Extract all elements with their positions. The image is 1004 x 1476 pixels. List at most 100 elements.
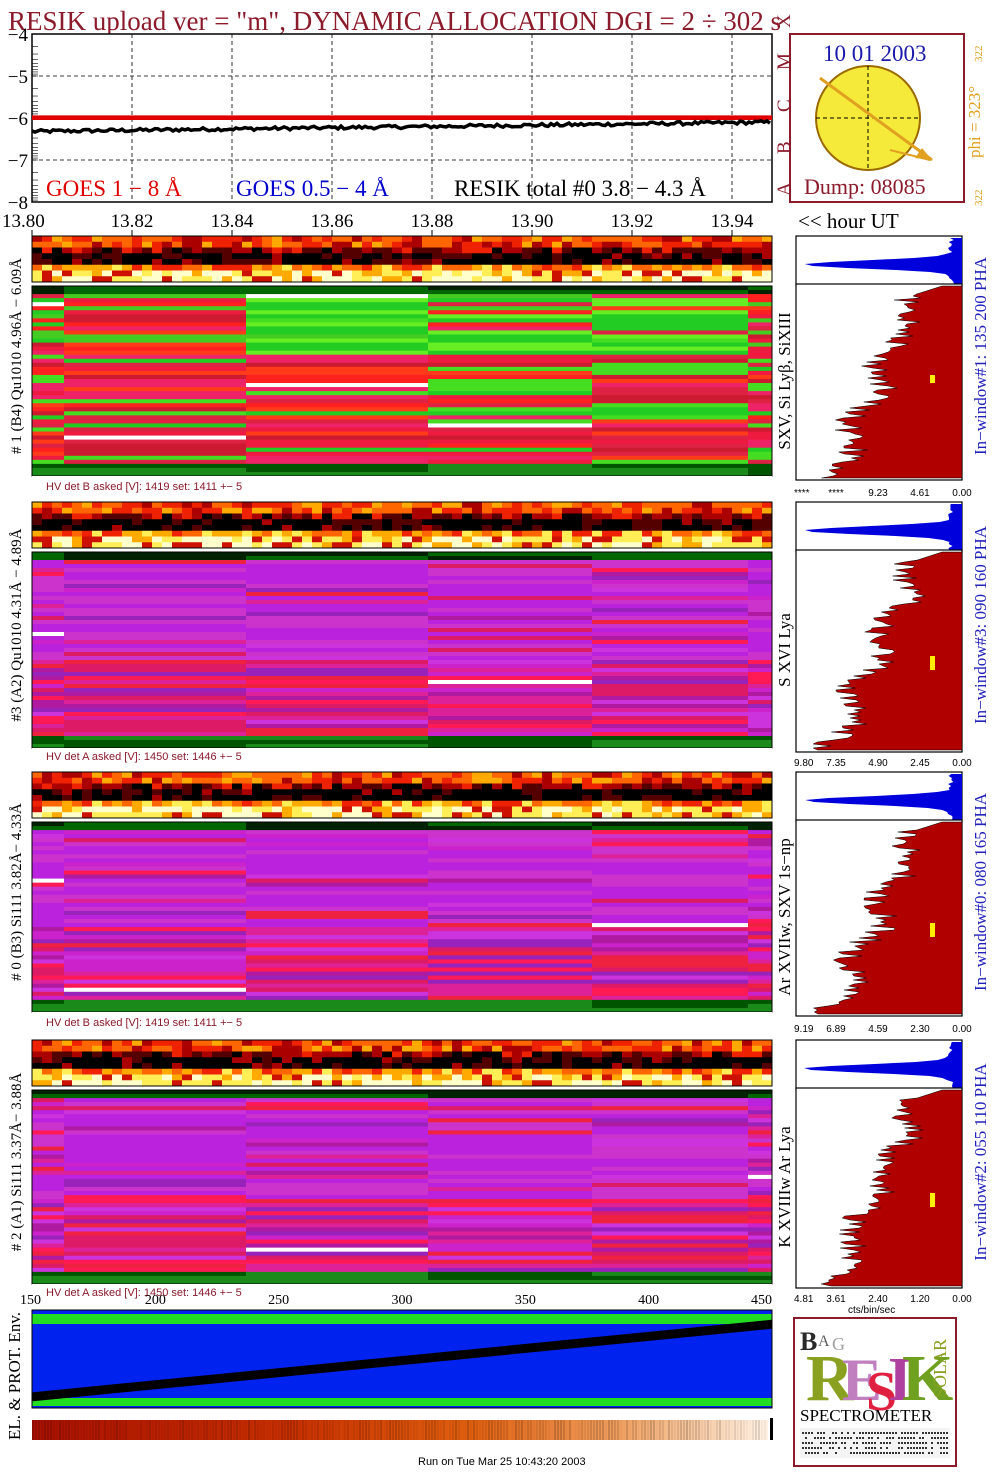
hour-ut-tick: 13.94 [711, 211, 754, 232]
hour-ut-axis: 13.80 13.82 13.84 13.86 13.88 13.90 13.92 13.94 [2, 211, 754, 236]
pha-tick-label: 0.00 [952, 488, 972, 499]
pha-window-marker [930, 1193, 935, 1207]
env-trend-line [32, 1319, 772, 1402]
in-window-label: In−window#2: 055 110 PHA [971, 1063, 990, 1261]
flare-class-label: X [774, 14, 795, 28]
svg-text:I: I [888, 1346, 912, 1414]
env-x-tick: 400 [638, 1293, 659, 1308]
svg-text:S: S [866, 1361, 897, 1423]
svg-text:R: R [806, 1342, 855, 1415]
pha-window-marker [930, 375, 935, 383]
footer-run-info: Run on Tue Mar 25 10:43:20 2003 [418, 1456, 586, 1468]
flux-y-tick: −4 [8, 25, 29, 46]
env-label: EL. & PROT. Env. [5, 1312, 24, 1440]
sun-panel [789, 33, 965, 203]
detector-side-label: #3 (A2) Qu1010 4.31Å − 4.89Å [9, 528, 25, 721]
pha-xlabel: cts/bin/sec [848, 1305, 895, 1316]
env-x-tick: 350 [515, 1293, 536, 1308]
pha-tick-label: 9.23 [868, 488, 888, 499]
hour-ut-label: << hour UT [798, 209, 899, 233]
env-x-tick: 250 [268, 1293, 289, 1308]
legend-resik: RESIK total #0 3.8 − 4.3 Å [454, 176, 706, 201]
hv-readout: HV det B asked [V]: 1419 set: 1411 +− 5 [46, 1017, 242, 1029]
figure-title: RESIK upload ver = "m", DYNAMIC ALLOCATI… [8, 6, 781, 36]
env-x-tick: 150 [20, 1293, 41, 1308]
pha-tick-label: 2.40 [868, 1294, 888, 1305]
hour-ut-tick: 13.86 [311, 211, 354, 232]
env-green-top [32, 1314, 772, 1324]
hour-ut-tick: 13.90 [511, 211, 554, 232]
hour-ut-tick: 13.84 [211, 211, 254, 232]
sun-phi: phi = 323° [965, 86, 984, 158]
detector-panels: # 1 (B4) Qu1010 4.96Å − 6.09Å SXV, Si Lyβ… [9, 235, 990, 1305]
detector-panel-0: # 1 (B4) Qu1010 4.96Å − 6.09Å SXV, Si Lyβ… [9, 235, 990, 499]
pha-red-histogram [812, 821, 963, 1015]
svg-text:SOLAR: SOLAR [930, 1339, 950, 1398]
env-gradient-strip [32, 1420, 768, 1440]
env-green-bottom [32, 1398, 772, 1406]
detector-line-label: Ar XVIIw, SXV 1s−np [775, 838, 794, 995]
pha-window-marker [930, 923, 935, 937]
detector-side-label: # 2 (A1) Si111 3.37Å− 3.88Å [9, 1073, 25, 1252]
detector-line-label: K XVIIIw Ar Lya [775, 1126, 794, 1248]
pha-tick-label: 4.81 [794, 1294, 814, 1305]
legend-goes-short: GOES 0.5 − 4 Å [236, 176, 389, 201]
pha-tick-label: 7.35 [826, 758, 846, 769]
sun-date: 10 01 2003 [823, 41, 927, 66]
flux-y-tick: −7 [8, 151, 28, 172]
detector-side-label: # 0 (B3) Si111 3.82Å− 4.33Å [9, 803, 25, 981]
legend-goes-long: GOES 1 − 8 Å [46, 176, 182, 201]
detector-panel-3: # 2 (A1) Si111 3.37Å− 3.88Å K XVIIIw Ar L… [9, 1039, 990, 1305]
in-window-label: In−window#0: 080 165 PHA [971, 792, 990, 991]
environment-panel: 150 200 250 300 350 400 450 [20, 1293, 773, 1440]
resik-logo: R E S I K B A G SOLAR SPECTROMETER [793, 1317, 957, 1467]
pha-tick-label: 2.45 [910, 758, 930, 769]
resik-total-curve [31, 118, 772, 135]
hv-readout: HV det B asked [V]: 1419 set: 1411 +− 5 [46, 481, 242, 493]
pha-tick-label: 1.20 [910, 1294, 930, 1305]
logo-caption: SPECTROMETER [800, 1406, 933, 1425]
pha-red-histogram [821, 285, 963, 479]
pha-tick-label: 6.89 [826, 1024, 846, 1035]
flux-y-tick: −8 [8, 193, 28, 214]
svg-text:G: G [832, 1334, 845, 1354]
pha-tick-label: 4.61 [910, 488, 930, 499]
detector-panel-2: # 0 (B3) Si111 3.82Å− 4.33Å Ar XVIIw, SXV… [9, 771, 990, 1035]
env-x-tick: 300 [392, 1293, 413, 1308]
pha-tick-label: **** [794, 488, 810, 499]
pha-tick-label: 0.00 [952, 1024, 972, 1035]
hv-readout: HV det A asked [V]: 1450 set: 1446 +− 5 [46, 1287, 242, 1299]
pha-tick-label: 0.00 [952, 1294, 972, 1305]
in-window-label: In−window#1: 135 200 PHA [971, 256, 990, 455]
sun-dump: Dump: 08085 [804, 174, 926, 199]
pha-tick-label: 4.59 [868, 1024, 888, 1035]
pha-tick-label: 4.90 [868, 758, 888, 769]
svg-text:B: B [800, 1327, 817, 1356]
pha-blue-profile [805, 774, 962, 820]
detector-line-label: SXV, Si Lyβ, SiXIII [775, 312, 794, 450]
in-window-label: In−window#3: 090 160 PHA [971, 525, 990, 724]
pha-red-histogram [821, 1089, 963, 1287]
hour-ut-tick: 13.80 [2, 211, 45, 232]
hv-readout: HV det A asked [V]: 1450 set: 1446 +− 5 [46, 751, 242, 763]
detector-panel-1: #3 (A2) Qu1010 4.31Å − 4.89Å S XVI Lya HV … [9, 501, 990, 769]
pha-blue-profile [804, 504, 962, 550]
svg-text:K: K [902, 1342, 953, 1415]
pha-blue-profile [804, 1042, 962, 1088]
svg-text:E: E [842, 1347, 882, 1413]
pha-tick-label: **** [828, 488, 844, 499]
pha-tick-label: 9.80 [794, 758, 814, 769]
env-x-tick: 200 [145, 1293, 166, 1308]
pha-tick-label: 9.19 [794, 1024, 814, 1035]
pha-window-marker [930, 656, 935, 670]
phi-arrow [819, 76, 933, 162]
detector-side-label: # 1 (B4) Qu1010 4.96Å − 6.09Å [9, 258, 25, 454]
detector-line-label: S XVI Lya [775, 613, 794, 687]
sun-phi-top: 322 [973, 46, 985, 63]
pha-blue-profile [804, 238, 962, 284]
hour-ut-tick: 13.88 [411, 211, 454, 232]
pha-tick-label: 0.00 [952, 758, 972, 769]
pha-tick-label: 3.61 [826, 1294, 846, 1305]
